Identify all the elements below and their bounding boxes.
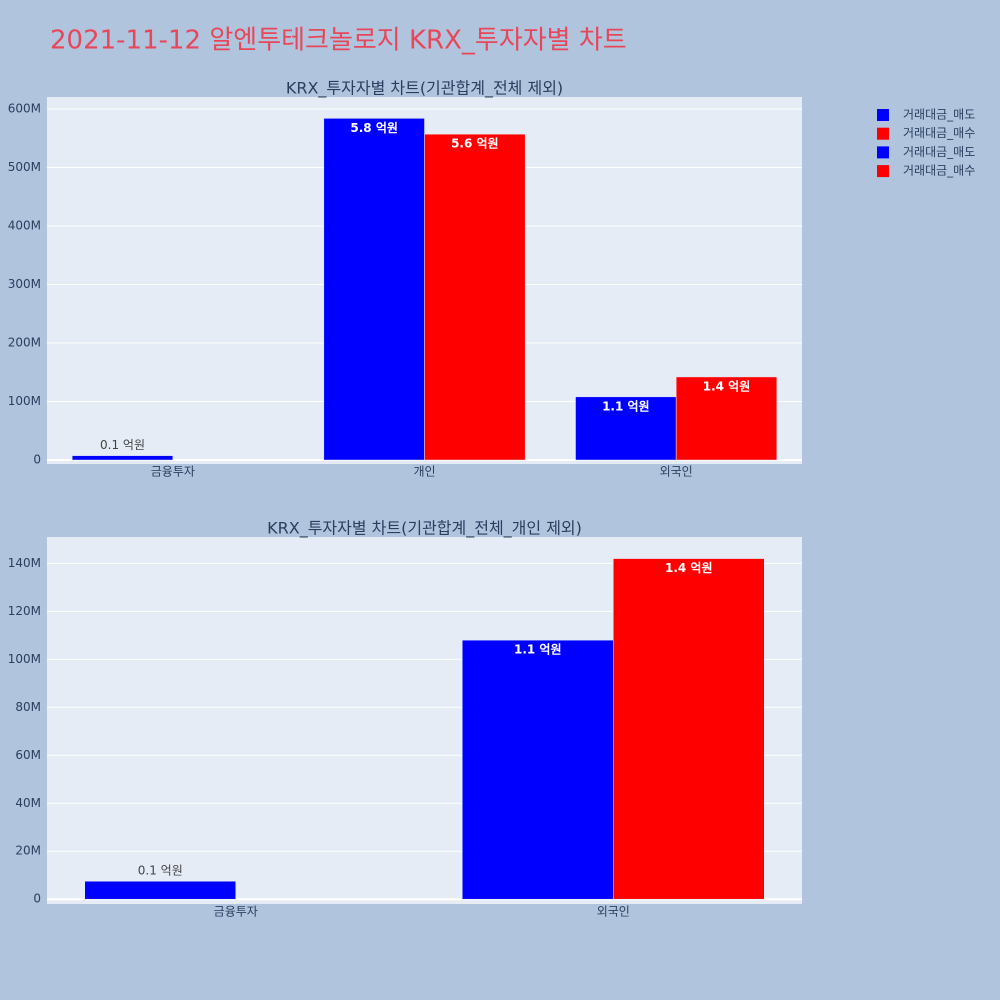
y-tick-label: 600M: [8, 101, 41, 115]
bar: [675, 376, 778, 461]
bar: [71, 455, 174, 461]
x-tick-label: 외국인: [660, 465, 693, 479]
x-tick-label: 외국인: [597, 905, 630, 919]
chart-title: KRX_투자자별 차트(기관합계_전체 제외): [286, 79, 563, 99]
bar: [323, 118, 425, 461]
bar: [84, 880, 236, 900]
value-label: 0.1 억원: [138, 864, 183, 878]
y-tick-label: 400M: [8, 219, 41, 233]
legend-label: 거래대금_매도: [903, 145, 975, 159]
y-tick-label: 100M: [8, 652, 41, 666]
value-label: 1.1 억원: [514, 643, 562, 657]
y-tick-label: 60M: [15, 748, 41, 762]
chart-title: KRX_투자자별 차트(기관합계_전체_개인 제외): [267, 519, 582, 539]
bar: [575, 396, 677, 461]
y-tick-label: 0: [33, 453, 41, 467]
y-tick-label: 200M: [8, 336, 41, 350]
x-tick-label: 금융투자: [151, 465, 195, 479]
legend-swatch: [877, 109, 889, 121]
x-tick-label: 금융투자: [214, 905, 258, 919]
legend-label: 거래대금_매수: [903, 126, 975, 140]
value-label: 5.8 억원: [350, 121, 398, 135]
value-label: 1.4 억원: [665, 561, 713, 575]
y-tick-label: 40M: [15, 796, 41, 810]
x-tick-label: 개인: [413, 465, 435, 479]
value-label: 5.6 억원: [451, 137, 499, 151]
legend-label: 거래대금_매수: [903, 164, 975, 178]
y-tick-label: 140M: [8, 556, 41, 570]
value-label: 1.1 억원: [602, 399, 650, 413]
y-tick-label: 300M: [8, 277, 41, 291]
value-label: 1.4 억원: [703, 379, 751, 393]
y-tick-label: 500M: [8, 160, 41, 174]
y-tick-label: 80M: [15, 700, 41, 714]
page-title: 2021-11-12 알엔투테크놀로지 KRX_투자자별 차트: [50, 26, 627, 56]
legend-swatch: [877, 146, 889, 159]
bar: [424, 133, 526, 461]
legend-swatch: [877, 165, 889, 178]
y-tick-label: 0: [33, 892, 41, 906]
legend-swatch: [877, 127, 889, 140]
value-label: 0.1 억원: [100, 438, 145, 452]
y-tick-label: 20M: [15, 844, 41, 858]
bar: [613, 558, 765, 900]
y-tick-label: 120M: [8, 604, 41, 618]
y-tick-label: 100M: [8, 394, 41, 408]
legend-label: 거래대금_매도: [903, 108, 975, 122]
bar: [462, 639, 614, 900]
